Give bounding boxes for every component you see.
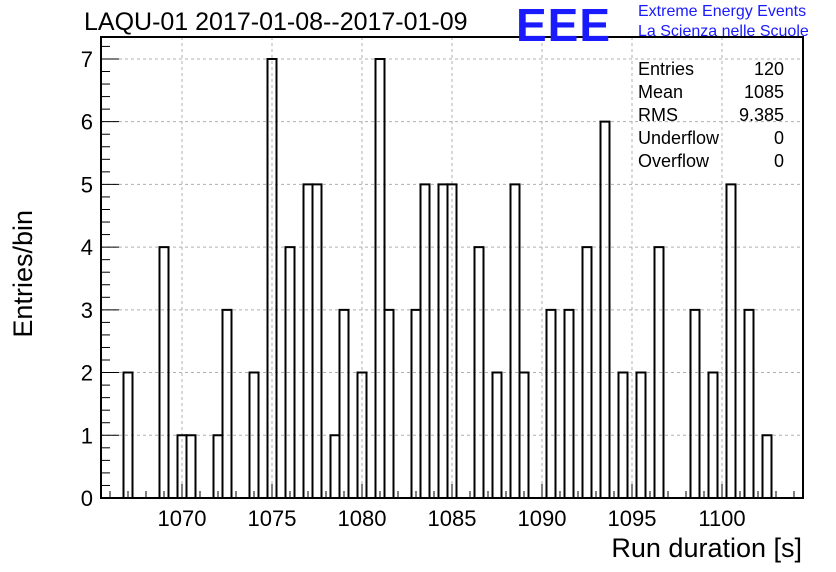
x-tick-label: 1095 (608, 506, 657, 531)
y-tick-label: 2 (81, 361, 93, 386)
stat-row-overflow: Overflow 0 (638, 150, 784, 173)
histogram-bar (617, 371, 629, 498)
histogram-bar (212, 434, 224, 498)
x-tick-label: 1100 (698, 506, 745, 531)
histogram-bar (518, 371, 530, 498)
chart-title: LAQU-01 2017-01-08--2017-01-09 (84, 8, 468, 36)
histogram-bar (284, 246, 296, 498)
grid-lines (101, 37, 803, 498)
stat-value: 120 (753, 59, 784, 79)
stat-row-underflow: Underflow 0 (638, 127, 784, 150)
stat-value: 0 (773, 151, 784, 171)
stat-value: 9.385 (738, 105, 784, 125)
histogram-bar (302, 183, 314, 498)
histogram-bar (635, 371, 647, 498)
x-tick-label: 1070 (158, 506, 207, 531)
stat-label: Overflow (638, 151, 710, 171)
stats-box: Entries 120 Mean 1085 RMS 9.385 Underflow 0 … (638, 58, 784, 173)
stat-label: Mean (638, 82, 684, 102)
histogram-bar (491, 371, 503, 498)
histogram-bar (329, 434, 341, 498)
histogram-bar (383, 308, 395, 498)
y-tick-label: 5 (81, 172, 93, 197)
histogram-bar (599, 120, 611, 498)
x-tick-label: 1090 (518, 506, 567, 531)
histogram-bar (221, 308, 233, 498)
histogram-bar (761, 434, 773, 498)
histogram-bar (707, 371, 719, 498)
y-tick-label: 0 (81, 486, 93, 511)
histogram-bar (374, 57, 386, 498)
histogram-bar (563, 308, 575, 498)
x-tick-label: 1075 (248, 506, 297, 531)
stat-value: 0 (773, 128, 784, 148)
histogram-bar (311, 183, 323, 498)
x-axis-label: Run duration [s] (611, 533, 802, 563)
stat-row-mean: Mean 1085 (638, 81, 784, 104)
stat-label: RMS (638, 105, 678, 125)
histogram-bar (509, 183, 521, 498)
histogram-bar (248, 371, 260, 498)
y-tick-label: 7 (81, 47, 93, 72)
stat-row-rms: RMS 9.385 (638, 104, 784, 127)
histogram-bar (473, 246, 485, 498)
y-tick-label: 1 (81, 423, 93, 448)
logo-subtitle-line1: Extreme Energy Events (638, 3, 807, 20)
stat-value: 1085 (743, 82, 784, 102)
histogram-bars (122, 57, 773, 498)
x-tick-label: 1080 (338, 506, 387, 531)
stat-label: Underflow (638, 128, 720, 148)
histogram-bar (158, 246, 170, 498)
y-axis-label-text: Entries/bin (8, 210, 38, 338)
histogram-bar (266, 57, 278, 498)
histogram-bar (437, 183, 449, 498)
histogram-bar (725, 183, 737, 498)
y-tick-label: 3 (81, 298, 93, 323)
histogram-bar (689, 308, 701, 498)
x-axis-ticks: 1070 1075 1080 1085 1090 1095 1100 (109, 484, 795, 531)
stat-label: Entries (638, 59, 695, 79)
histogram-bar (410, 308, 422, 498)
y-axis-label: Entries/bin (8, 180, 38, 338)
eee-logo: EEE (516, 0, 612, 51)
histogram-bar (122, 371, 134, 498)
y-tick-label: 6 (81, 110, 93, 135)
histogram-bar (446, 183, 458, 498)
histogram-bar (743, 308, 755, 498)
histogram-bar (581, 246, 593, 498)
y-tick-label: 4 (81, 235, 93, 260)
histogram-bar (185, 434, 197, 498)
histogram-bar (356, 371, 368, 498)
x-tick-label: 1085 (428, 506, 477, 531)
y-axis-ticks: 0 1 2 3 4 5 6 7 (81, 45, 119, 511)
histogram-bar (419, 183, 431, 498)
histogram-bar (653, 246, 665, 498)
histogram-bar (545, 308, 557, 498)
stat-row-entries: Entries 120 (638, 58, 784, 81)
logo-subtitle-line2: La Scienza nelle Scuole (638, 23, 809, 40)
histogram-bar (338, 308, 350, 498)
